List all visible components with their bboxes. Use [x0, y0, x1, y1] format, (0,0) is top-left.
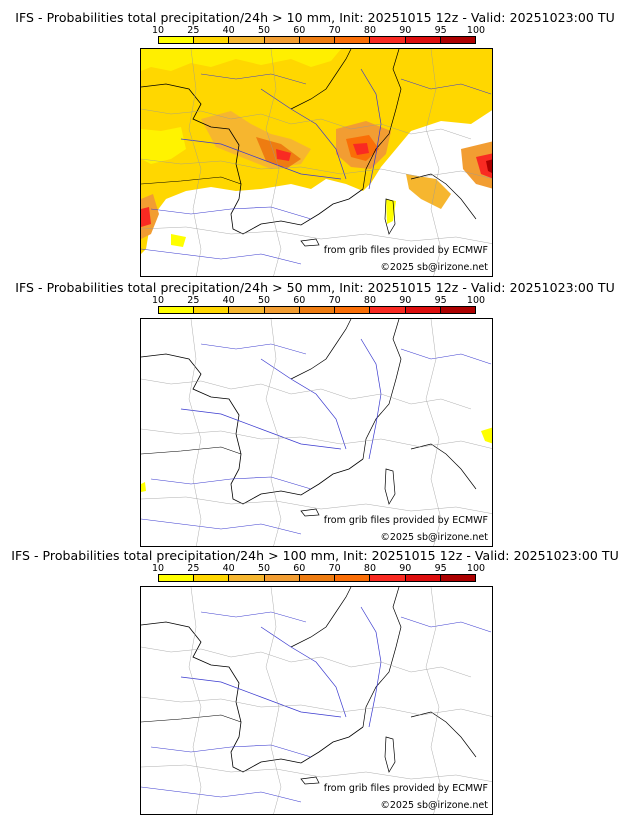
colorbar-tick: 40: [222, 563, 235, 574]
data-source-credit: from grib files provided by ECMWF: [323, 245, 488, 256]
colorbar-segment: [159, 307, 195, 313]
colorbar-segment: [335, 575, 371, 581]
colorbar-tick: 70: [328, 295, 341, 306]
colorbar-segment: [440, 37, 475, 43]
colorbar-tick: 80: [363, 295, 377, 306]
map-frame: from grib files provided by ECMWF ©2025 …: [140, 318, 493, 547]
colorbar-segment: [370, 575, 406, 581]
colorbar-tick: 70: [328, 25, 341, 36]
map-lines: [141, 319, 492, 546]
colorbar-tick: 90: [399, 563, 412, 574]
colorbar-segment: [370, 37, 406, 43]
colorbar-tick: 100: [466, 25, 486, 36]
colorbar-tick: 95: [434, 295, 447, 306]
map-frame: from grib files provided by ECMWF ©2025 …: [140, 586, 493, 815]
colorbar-tick: 70: [328, 563, 341, 574]
colorbar-tick: 60: [293, 25, 306, 36]
colorbar-tick: 60: [293, 295, 306, 306]
colorbar-tick: 80: [363, 563, 377, 574]
colorbar-tick: 60: [293, 563, 306, 574]
colorbar-tick-labels: 10 25 40 50 60 70 80 90 95 100: [152, 25, 485, 37]
colorbar-tick: 50: [257, 563, 271, 574]
colorbar-segment: [405, 307, 441, 313]
colorbar-tick: 25: [187, 25, 200, 36]
colorbar-segment: [335, 307, 371, 313]
colorbar-tick: 100: [466, 295, 486, 306]
precip-shading: [141, 427, 492, 492]
colorbar-segment: [299, 575, 336, 581]
map-canvas: [141, 319, 492, 546]
colorbar-segment: [440, 575, 475, 581]
precip-shading: [141, 49, 492, 254]
colorbar-tick: 90: [399, 295, 412, 306]
colorbar-tick: 10: [151, 563, 165, 574]
copyright-credit: ©2025 sb@irizone.net: [380, 532, 488, 543]
colorbar-tick: 10: [151, 25, 165, 36]
colorbar-segment: [370, 307, 406, 313]
colorbar-segment: [229, 575, 265, 581]
panel-title: IFS - Probabilities total precipitation/…: [15, 280, 615, 295]
colorbar-segment: [299, 37, 336, 43]
map-lines: [141, 49, 492, 276]
colorbar-tick-labels: 10 25 40 50 60 70 80 90 95 100: [152, 563, 485, 575]
colorbar: [158, 574, 476, 582]
colorbar-tick: 80: [363, 25, 377, 36]
data-source-credit: from grib files provided by ECMWF: [323, 515, 488, 526]
colorbar-segment: [229, 307, 265, 313]
map-frame: from grib files provided by ECMWF ©2025 …: [140, 48, 493, 277]
colorbar-segment: [229, 37, 265, 43]
copyright-credit: ©2025 sb@irizone.net: [380, 262, 488, 273]
colorbar-segment: [194, 37, 230, 43]
colorbar-tick-labels: 10 25 40 50 60 70 80 90 95 100: [152, 295, 485, 307]
map-lines: [141, 587, 492, 814]
colorbar-tick: 40: [222, 25, 235, 36]
colorbar-segment: [335, 37, 371, 43]
colorbar-tick: 50: [257, 25, 271, 36]
colorbar-tick: 25: [187, 563, 200, 574]
colorbar-tick: 40: [222, 295, 235, 306]
colorbar-segment: [405, 37, 441, 43]
colorbar-segment: [264, 37, 300, 43]
colorbar-tick: 100: [466, 563, 486, 574]
colorbar-segment: [264, 307, 300, 313]
colorbar-tick: 95: [434, 563, 447, 574]
map-canvas: [141, 49, 492, 276]
colorbar-tick: 10: [151, 295, 165, 306]
map-panel-10mm: IFS - Probabilities total precipitation/…: [0, 0, 630, 277]
colorbar-tick: 95: [434, 25, 447, 36]
colorbar-tick: 90: [399, 25, 412, 36]
copyright-credit: ©2025 sb@irizone.net: [380, 800, 488, 811]
panel-title: IFS - Probabilities total precipitation/…: [11, 548, 619, 563]
data-source-credit: from grib files provided by ECMWF: [323, 783, 488, 794]
colorbar: [158, 36, 476, 44]
colorbar-tick: 25: [187, 295, 200, 306]
colorbar-segment: [194, 307, 230, 313]
map-panel-50mm: IFS - Probabilities total precipitation/…: [0, 270, 630, 547]
colorbar-segment: [159, 37, 195, 43]
colorbar-segment: [159, 575, 195, 581]
colorbar: [158, 306, 476, 314]
colorbar-segment: [440, 307, 475, 313]
colorbar-tick: 50: [257, 295, 271, 306]
map-canvas: [141, 587, 492, 814]
colorbar-segment: [194, 575, 230, 581]
colorbar-segment: [405, 575, 441, 581]
panel-title: IFS - Probabilities total precipitation/…: [15, 10, 615, 25]
colorbar-segment: [264, 575, 300, 581]
colorbar-segment: [299, 307, 336, 313]
map-panel-100mm: IFS - Probabilities total precipitation/…: [0, 538, 630, 815]
